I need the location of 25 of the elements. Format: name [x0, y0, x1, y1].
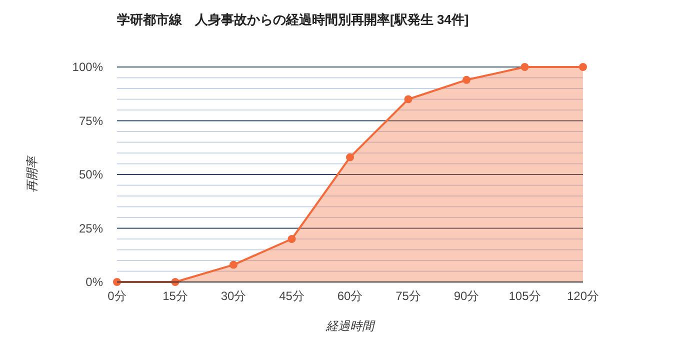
x-tick-label: 90分: [454, 289, 480, 303]
point: [113, 278, 121, 286]
point: [462, 76, 470, 84]
y-tick-label: 0%: [86, 275, 104, 289]
point: [230, 260, 238, 269]
x-tick-label: 105分: [508, 289, 541, 303]
x-tick-label: 60分: [337, 289, 363, 303]
y-tick-label: 25%: [78, 221, 104, 236]
point: [288, 235, 296, 243]
x-tick-label: 75分: [396, 289, 421, 303]
x-tick-label: 30分: [220, 289, 246, 303]
x-tick-label: 120分: [566, 289, 600, 303]
point: [346, 153, 354, 162]
x-tick-label: 0分: [108, 289, 126, 303]
y-axis-title: 再開率: [25, 154, 39, 192]
point: [520, 63, 529, 71]
point: [579, 63, 587, 71]
x-axis-title: 経過時間: [325, 319, 376, 333]
x-tick-label: 15分: [162, 289, 188, 303]
y-tick-label: 50%: [78, 168, 104, 182]
x-tick-label: 45分: [279, 289, 304, 303]
y-tick-label: 75%: [78, 114, 104, 128]
point: [404, 95, 412, 104]
chart-title: 学研都市線 人身事故からの経過時間別再開率[駅発生 34件]: [117, 12, 469, 27]
y-tick-label: 100%: [72, 60, 104, 74]
